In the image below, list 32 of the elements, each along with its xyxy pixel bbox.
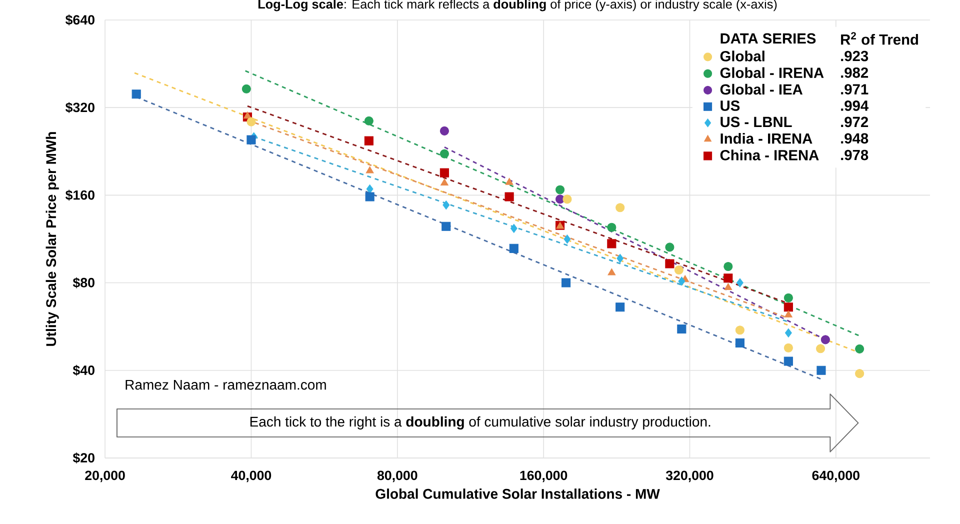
annotation: R$^{2}$ of Trend	[841, 32, 918, 45]
annotation: .982	[841, 67, 868, 78]
x-tick-label: 80,000	[377, 470, 418, 482]
x-tick-label: 160,000	[520, 470, 568, 482]
x-axis-title: Global Cumulative Solar Installations - MW	[376, 488, 660, 499]
x-tick-label: 320,000	[666, 470, 714, 482]
annotation: .994	[841, 100, 869, 111]
legend-label: Global - IEA	[720, 84, 803, 95]
legend-label: US	[720, 100, 740, 111]
legend-label: India - IRENA	[720, 132, 812, 144]
y-tick-label: $80	[72, 277, 94, 288]
y-tick-label: $20	[72, 452, 94, 464]
y-tick-label: $40	[72, 364, 94, 376]
x-tick-label: 40,000	[231, 470, 272, 482]
y-tick-label: $160	[66, 190, 94, 201]
legend-label: US - LBNL	[720, 116, 792, 128]
legend-label: China - IRENA	[720, 150, 819, 160]
annotation: .972	[841, 116, 868, 128]
y-tick-label: $320	[66, 102, 94, 114]
legend-title: DATA SERIES	[720, 33, 816, 44]
legend-label: Global	[720, 50, 764, 62]
annotation: .971	[841, 84, 868, 94]
x-tick-label: 640,000	[812, 470, 860, 482]
x-tick-label: 20,000	[85, 470, 125, 482]
annotation: Ramez Naam - rameznaam.com	[126, 380, 326, 390]
y-tick-label: $640	[66, 14, 94, 26]
annotation: .978	[841, 150, 868, 160]
annotation: .923	[841, 50, 868, 62]
y-axis-title: Utlity Scale Solar Price per MWh	[46, 132, 59, 346]
legend-label: Global - IRENA	[720, 67, 824, 78]
annotation: .948	[841, 133, 868, 144]
annotation: Each tick to the right is a doubling of cumulative solar industry production.	[250, 416, 710, 430]
